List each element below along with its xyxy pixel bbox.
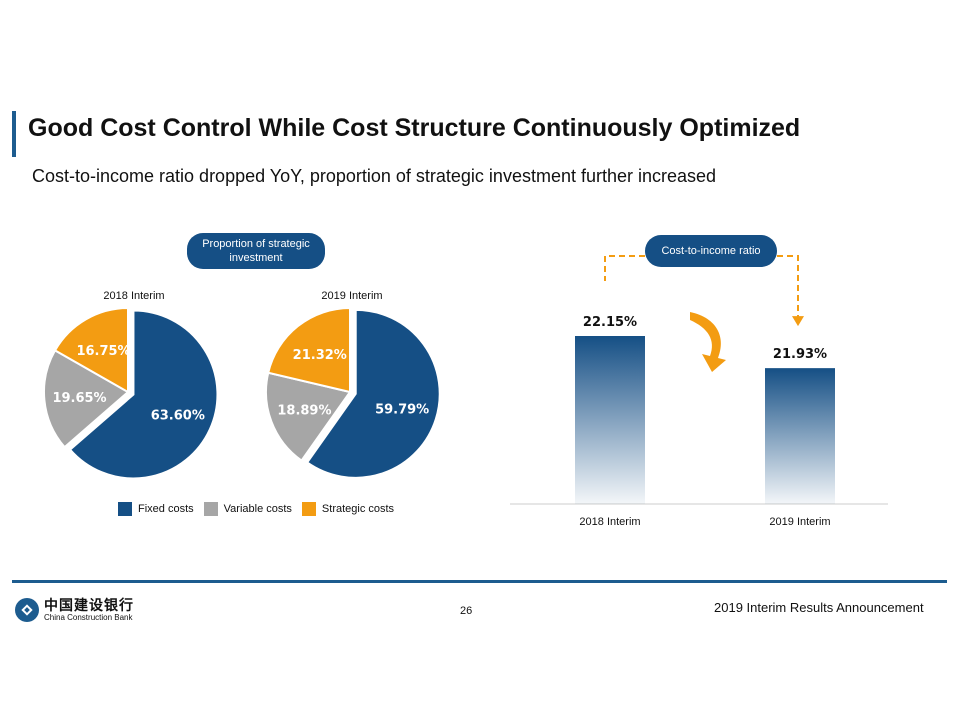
cost-income-pill: Cost-to-income ratio [645, 235, 777, 267]
connector-right-arrowhead [792, 316, 804, 327]
page-number: 26 [460, 605, 473, 617]
logo-english-name: China Construction Bank [44, 612, 133, 622]
pie-2018-label-strategic: 16.75% [76, 344, 130, 359]
pie-charts: 63.60% 19.65% 16.75% 59.79% 18.89% 21.32% [43, 306, 441, 480]
legend-label-fixed: Fixed costs [138, 503, 194, 515]
cost-income-pill-label: Cost-to-income ratio [661, 245, 761, 257]
decline-arrow-icon [690, 312, 726, 372]
legend-swatch-strategic [301, 502, 316, 516]
legend-swatch-fixed [118, 502, 132, 516]
report-title: 2019 Interim Results Announcement [714, 600, 924, 615]
pie-2018-title: 2018 Interim [103, 290, 165, 302]
bar-category-2019: 2019 Interim [769, 516, 831, 528]
pie-2019-slice-fixed [305, 308, 441, 479]
bar-chart: 22.15% 21.93% [510, 255, 888, 505]
bar-category-2018: 2018 Interim [579, 516, 641, 528]
legend-label-variable: Variable costs [223, 503, 292, 515]
pie-2019-slice-variable [265, 371, 352, 462]
legend-label-strategic: Strategic costs [321, 503, 395, 515]
ccb-logo: 中国建设银行 China Construction Bank [14, 597, 134, 623]
pie-legend: Fixed costs Variable costs Strategic cos… [118, 502, 404, 516]
legend-item-strategic: Strategic costs [301, 502, 395, 516]
page-title: Good Cost Control While Cost Structure C… [28, 114, 801, 142]
legend-swatch-variable [203, 502, 218, 516]
ccb-logo-icon [15, 598, 39, 622]
legend-item-fixed: Fixed costs [118, 502, 194, 516]
pie-2019-label-fixed: 59.79% [375, 403, 429, 418]
page-subtitle: Cost-to-income ratio dropped YoY, propor… [32, 166, 717, 186]
strategic-investment-pill: Proportion of strategic investment [187, 233, 325, 269]
pie-2019-slice-strategic [267, 306, 351, 394]
footer-divider [12, 580, 947, 583]
connector-left [604, 255, 645, 281]
bar-2019 [765, 368, 835, 504]
bar-2018 [575, 336, 645, 504]
strategic-investment-pill-label: Proportion of strategic investment [202, 238, 310, 264]
pie-2018-label-variable: 19.65% [52, 391, 106, 406]
legend-item-variable: Variable costs [203, 502, 292, 516]
pie-2019-title: 2019 Interim [321, 290, 383, 302]
bar-value-2018: 22.15% [583, 315, 637, 330]
logo-chinese-name: 中国建设银行 [44, 597, 134, 614]
title-accent-bar [12, 111, 16, 157]
pie-2018-slice-variable [43, 349, 130, 449]
bar-value-2019: 21.93% [773, 347, 827, 362]
pie-2018-slice-strategic [53, 306, 129, 394]
pie-2018-slice-fixed [68, 309, 219, 480]
pie-2019-label-variable: 18.89% [277, 403, 331, 418]
connector-right [777, 255, 799, 319]
pie-2019-label-strategic: 21.32% [293, 348, 347, 363]
pie-2018-label-fixed: 63.60% [151, 409, 205, 424]
